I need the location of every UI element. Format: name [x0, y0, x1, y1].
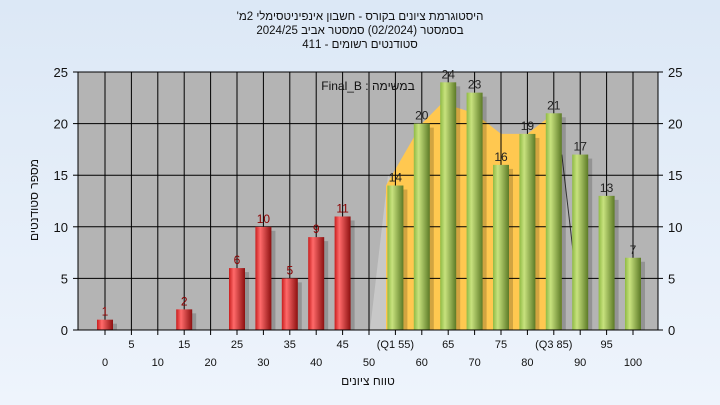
bar-fail	[176, 309, 193, 330]
y-axis-label: מספר סטודנטים	[27, 159, 41, 241]
x-axis-label: טווח ציונים	[341, 374, 395, 388]
x-tick-label: 75	[495, 339, 507, 351]
bar-value-label: 21	[547, 98, 561, 112]
bar-pass	[625, 257, 641, 330]
bar-value-label: 16	[494, 150, 508, 164]
x-tick-label: 0	[102, 357, 108, 369]
bar-fail	[281, 278, 298, 330]
bar-pass	[493, 164, 509, 330]
bar-value-label: 23	[468, 78, 482, 92]
bar-pass	[466, 92, 483, 330]
bar-value-label: 19	[521, 119, 535, 133]
title-line-1: 'היסטוגרמת ציונים בקורס - חשבון אינפיניט…	[237, 10, 484, 23]
y-tick-label-right: 25	[668, 65, 682, 80]
plot-area	[78, 72, 658, 330]
bar-pass	[598, 195, 615, 330]
y-tick-label-right: 15	[668, 168, 682, 183]
x-tick-label: 30	[257, 357, 269, 369]
y-tick-label-left: 15	[54, 168, 68, 183]
title-line-2: בסמסטר (02/2024) סמסטר אביב 2024/25	[256, 25, 463, 37]
bar-value-label: 10	[257, 212, 271, 226]
bar-value-label: 17	[574, 140, 588, 154]
y-tick-label-left: 10	[54, 220, 68, 235]
x-tick-label: 40	[310, 357, 322, 369]
bar-value-label: 13	[600, 181, 614, 195]
x-tick-label: 70	[468, 357, 480, 369]
bar-pass	[440, 82, 457, 330]
y-tick-label-right: 0	[668, 323, 675, 338]
bar-value-label: 5	[286, 263, 293, 277]
y-tick-label-right: 10	[668, 220, 682, 235]
bar-fail	[97, 319, 113, 330]
x-tick-label: 60	[416, 357, 428, 369]
bar-fail	[255, 226, 272, 330]
x-tick-label: (Q1 55)	[377, 339, 414, 351]
bar-pass	[519, 133, 536, 330]
title-line-3: סטודנטים רשומים - 411	[302, 39, 418, 51]
legend-text: Final_B : במשימה	[321, 79, 415, 93]
y-tick-label-right: 20	[668, 117, 682, 132]
x-tick-label: 45	[336, 339, 348, 351]
x-tick-label: 65	[442, 339, 454, 351]
chart-title: 'היסטוגרמת ציונים בקורס - חשבון אינפיניט…	[237, 10, 484, 51]
y-tick-label-left: 25	[54, 65, 68, 80]
x-tick-label: 15	[178, 339, 190, 351]
y-tick-label-left: 0	[61, 323, 68, 338]
bar-value-label: 1	[102, 305, 109, 319]
y-tick-label-right: 5	[668, 271, 675, 286]
bar-value-label: 20	[415, 109, 429, 123]
x-tick-label: 5	[128, 339, 134, 351]
y-tick-label-left: 5	[61, 271, 68, 286]
x-tick-label: 10	[152, 357, 164, 369]
x-tick-label: (Q3 85)	[535, 339, 572, 351]
x-tick-label: 25	[231, 339, 243, 351]
bar-pass	[413, 123, 430, 330]
x-tick-label: 20	[204, 357, 216, 369]
x-tick-label: 80	[521, 357, 533, 369]
tail-line	[561, 154, 575, 258]
y-tick-label-left: 20	[54, 117, 68, 132]
bar-pass	[545, 113, 562, 330]
bar-pass	[572, 154, 589, 330]
bar-fail	[308, 237, 325, 330]
bar-value-label: 2	[181, 294, 188, 308]
bar-value-label: 6	[234, 253, 241, 267]
x-tick-label: 35	[284, 339, 296, 351]
x-tick-label: 95	[600, 339, 612, 351]
bar-pass	[387, 185, 404, 330]
x-tick-label: 90	[574, 357, 586, 369]
bar-value-label: 24	[442, 67, 456, 81]
bar-value-label: 14	[389, 171, 403, 185]
x-tick-label: 50	[363, 357, 375, 369]
bar-fail	[334, 216, 351, 330]
x-tick-label: 100	[624, 357, 642, 369]
bar-value-label: 7	[630, 243, 637, 257]
bar-value-label: 11	[336, 201, 349, 215]
bar-value-label: 9	[313, 222, 320, 236]
bar-fail	[229, 268, 245, 330]
